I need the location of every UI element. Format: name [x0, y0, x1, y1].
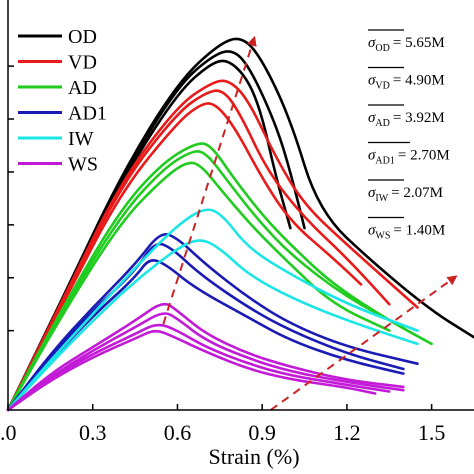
legend-label-vd: VD [68, 52, 97, 74]
stat-iw: σIW = 2.07M [368, 179, 443, 204]
curve-ws-2 [6, 312, 405, 412]
legend: OD VD AD AD1 IW WS [18, 26, 107, 176]
x-axis-title: Strain (%) [208, 444, 299, 469]
x-tick-label: 0.9 [248, 420, 276, 445]
curve-vd-3 [6, 102, 363, 412]
trend-arrows-layer [162, 35, 458, 411]
stats-panel: σOD = 5.65M σVD = 4.90M σAD = 3.92M σAD1 = 2.70… [368, 29, 450, 242]
curve-ws-4 [6, 329, 377, 412]
stat-ad1: σAD1 = 2.70M [368, 141, 450, 167]
curve-ad-3 [6, 161, 391, 412]
legend-label-iw: IW [68, 128, 94, 150]
stat-text: σAD1 = 2.70M [368, 148, 450, 167]
legend-label-ws: WS [68, 154, 98, 176]
x-tick-label: 1.2 [333, 420, 361, 445]
curve-ws-3 [6, 323, 391, 412]
x-tick-label: 0.3 [79, 420, 107, 445]
legend-label-od: OD [68, 26, 97, 48]
x-tick-label: 1.5 [418, 420, 446, 445]
stat-text: σOD = 5.65M [368, 35, 445, 54]
series-ws [6, 302, 405, 412]
stat-od: σOD = 5.65M [368, 29, 445, 54]
curve-ad-2 [6, 150, 405, 412]
curve-ad-1 [6, 142, 433, 412]
curve-iw-1 [6, 208, 419, 412]
stat-text: σAD = 3.92M [368, 110, 445, 129]
stat-ad: σAD = 3.92M [368, 104, 445, 129]
stat-text: σVD = 4.90M [368, 73, 445, 92]
curve-ad1-2 [6, 242, 405, 412]
curve-ws-1 [6, 302, 405, 412]
legend-label-ad1: AD1 [68, 103, 107, 125]
series-ad [6, 142, 433, 412]
series-vd [6, 79, 419, 412]
stat-text: σIW = 2.07M [368, 185, 443, 204]
stat-text: σWS = 1.40M [368, 223, 445, 242]
stat-vd: σVD = 4.90M [368, 66, 445, 92]
trend-arrow-2 [270, 275, 458, 411]
x-tick-label: 0.6 [164, 420, 192, 445]
curve-vd-2 [6, 89, 391, 412]
x-tick-label: .0 [0, 420, 17, 445]
legend-label-ad: AD [68, 77, 97, 99]
trend-arrow-1 [162, 35, 257, 325]
stat-ws: σWS = 1.40M [368, 216, 445, 242]
